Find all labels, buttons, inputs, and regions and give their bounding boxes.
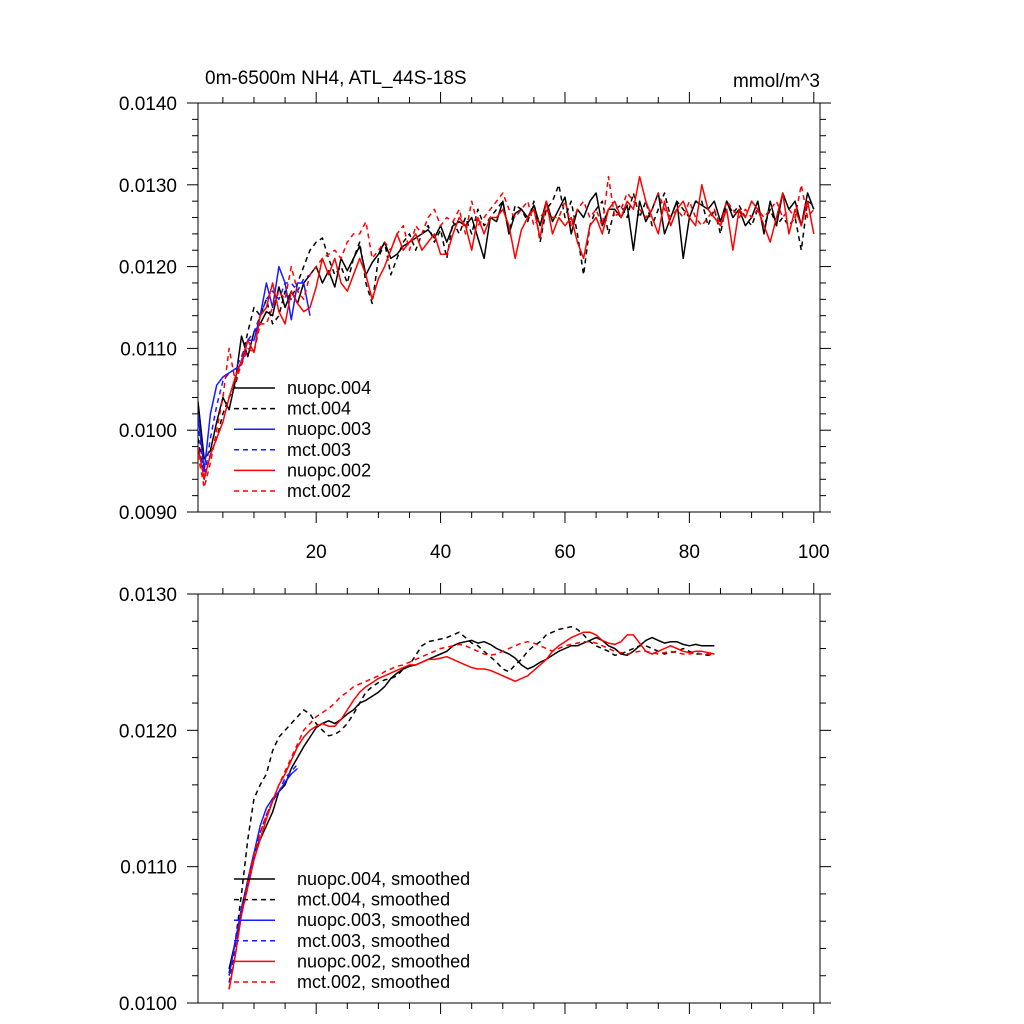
series-line-nuopc-002-smoothed — [228, 631, 715, 990]
bottom-ytick-label: 0.0120 — [119, 721, 177, 742]
series-line-mct-003 — [198, 274, 311, 481]
bottom-ytick-label: 0.0100 — [119, 994, 177, 1015]
bottom-legend-label: mct.002, smoothed — [297, 972, 450, 992]
bottom-ytick-label: 0.0110 — [120, 858, 177, 879]
units-label: mmol/m^3 — [733, 71, 820, 92]
bottom-legend-label: nuopc.004, smoothed — [297, 869, 470, 889]
top-xtick-label: 20 — [306, 542, 327, 563]
series-line-mct-004-smoothed — [228, 625, 715, 974]
series-line-mct-002-smoothed — [228, 640, 715, 990]
top-legend-label: mct.002 — [287, 481, 351, 501]
top-xtick-label: 100 — [798, 542, 830, 563]
top-series-group — [198, 175, 815, 489]
series-line-mct-004 — [198, 184, 815, 481]
series-line-mct-002 — [198, 175, 815, 489]
top-legend-label: nuopc.004 — [287, 378, 371, 398]
series-line-nuopc-003-smoothed — [228, 767, 298, 976]
bottom-legend-label: nuopc.003, smoothed — [297, 910, 470, 930]
top-legend-label: mct.004 — [287, 399, 351, 419]
top-ytick-label: 0.0140 — [119, 94, 177, 115]
top-legend-label: mct.003 — [287, 440, 351, 460]
bottom-legend-label: mct.003, smoothed — [297, 931, 450, 951]
top-xtick-label: 40 — [430, 542, 451, 563]
bottom-ytick-label: 0.0130 — [119, 585, 177, 606]
bottom-plot: 0.0100 0.0110 0.0120 0.0130 nuopc.004, smoot… — [119, 583, 831, 1015]
top-xtick-label: 60 — [554, 542, 575, 563]
bottom-legend-label: nuopc.002, smoothed — [297, 951, 470, 971]
top-legend-label: nuopc.003 — [287, 419, 371, 439]
bottom-plot-frame — [197, 593, 821, 1004]
top-plot-frame — [197, 102, 821, 513]
bottom-legend-label: mct.004, smoothed — [297, 890, 450, 910]
top-xtick-label: 80 — [679, 542, 700, 563]
series-line-nuopc-004-smoothed — [228, 636, 715, 970]
top-plot: 20 40 60 80 100 0.0090 0.0100 0.0110 0.0120 0.013… — [119, 92, 831, 563]
top-legend-label: nuopc.002 — [287, 460, 371, 480]
top-ytick-label: 0.0100 — [119, 421, 177, 442]
series-line-nuopc-003 — [198, 265, 311, 472]
chart-title: 0m-6500m NH4, ATL_44S-18S — [205, 68, 467, 89]
top-ytick-label: 0.0110 — [120, 339, 177, 360]
series-line-mct-003-smoothed — [228, 763, 299, 983]
top-ytick-label: 0.0130 — [119, 176, 177, 197]
top-ytick-label: 0.0090 — [119, 503, 177, 524]
top-ytick-label: 0.0120 — [119, 258, 177, 279]
